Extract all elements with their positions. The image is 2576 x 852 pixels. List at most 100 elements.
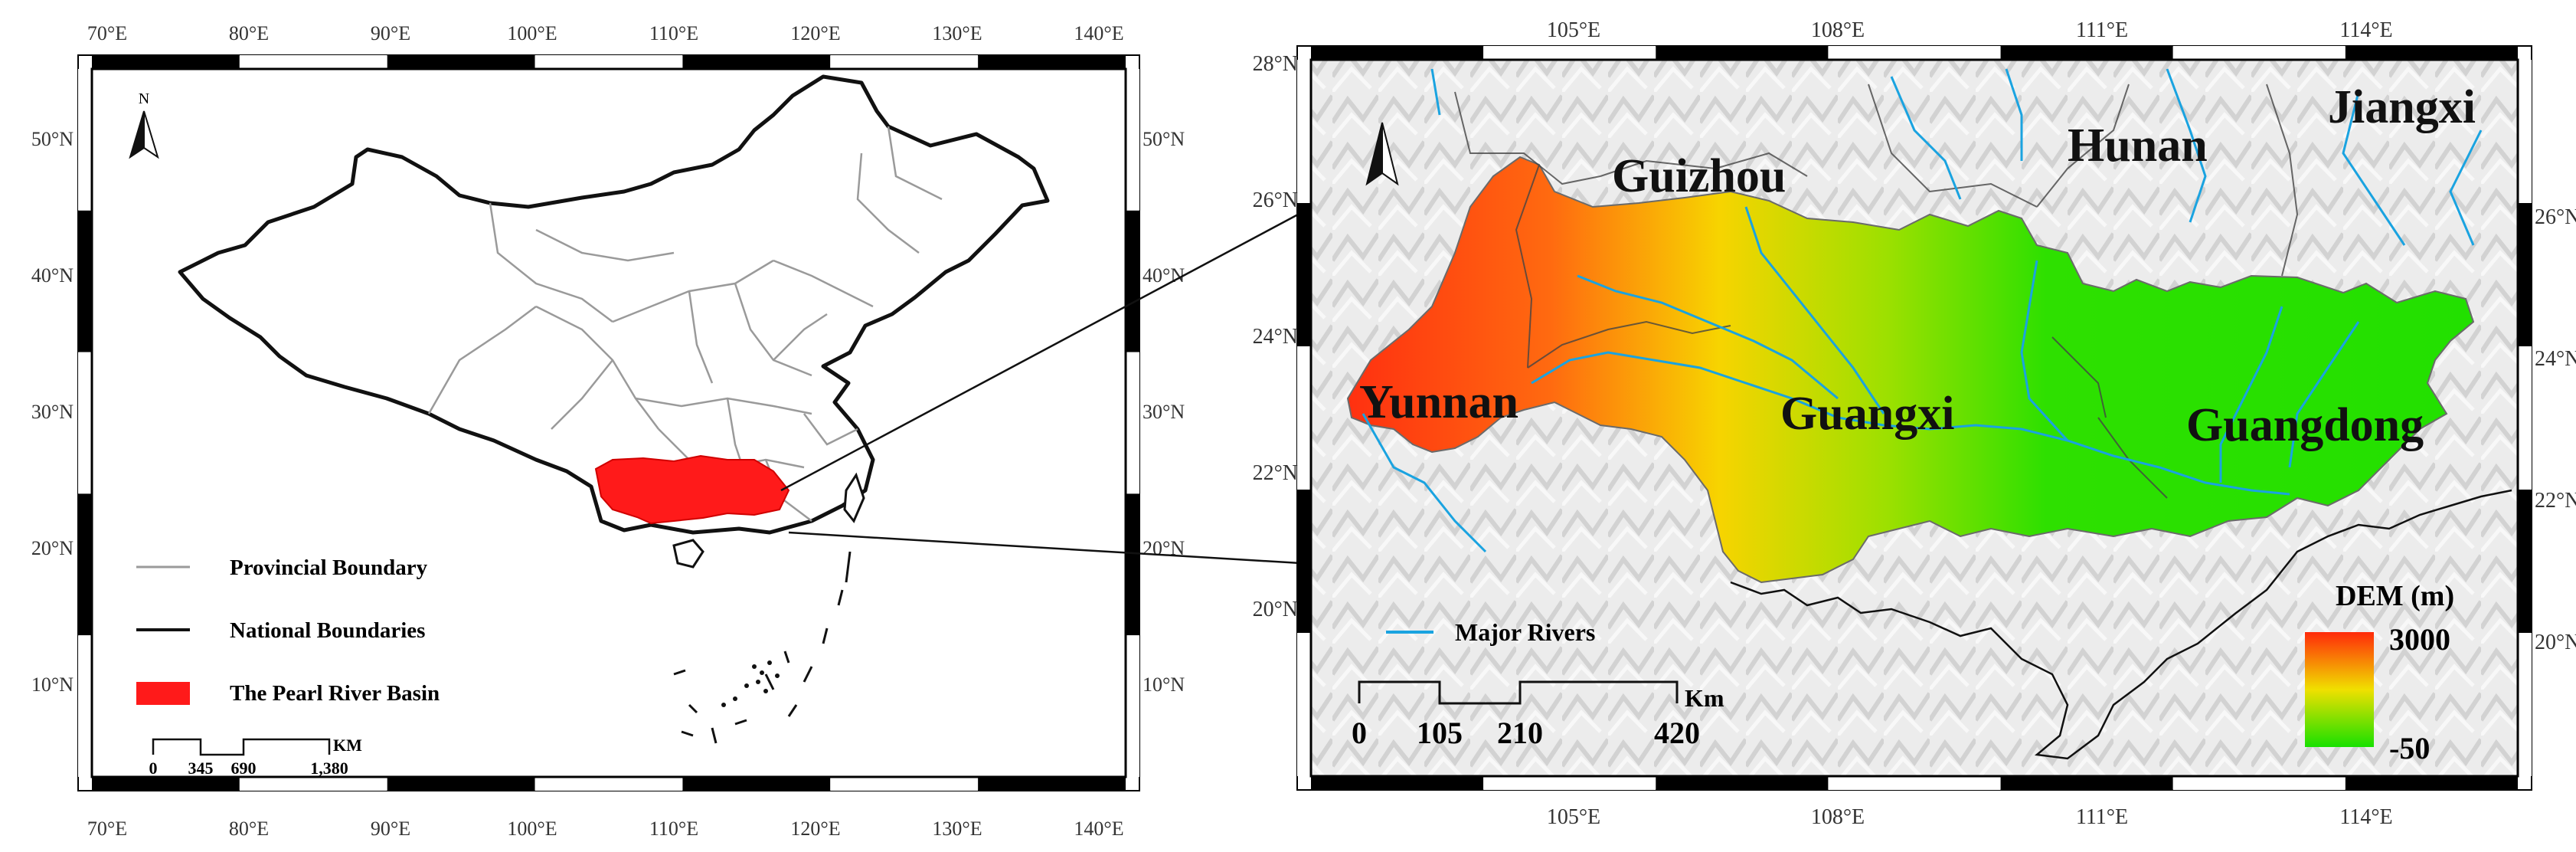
right-lat-label-2: 30°N: [1143, 401, 1185, 423]
frame-segment: [1656, 776, 1829, 790]
right-top-lon-label-1: 108°E: [1811, 18, 1865, 42]
right-top-lon-label-0: 105°E: [1547, 18, 1600, 42]
right-map-left-lat-label-4: 20°N: [1253, 598, 1298, 621]
frame-segment: [387, 55, 535, 69]
hainan-island: [672, 539, 704, 569]
frame-segment: [78, 493, 92, 636]
right-bottom-lon-label-2: 111°E: [2076, 805, 2128, 829]
right-map-right-lat-label-1: 24°N: [2535, 347, 2576, 371]
left-top-lon-label-3: 100°E: [507, 22, 557, 44]
right-bottom-lon-label-1: 108°E: [1811, 805, 1865, 829]
left-bottom-lon-label-5: 120°E: [790, 818, 840, 840]
frame-segment: [78, 352, 92, 494]
region-label-guangxi: Guangxi: [1780, 388, 1954, 440]
basin-dem-area: [1346, 156, 2475, 584]
legend-basin-swatch: [136, 682, 190, 705]
right-map-left-lat-label-2: 24°N: [1253, 325, 1298, 349]
frame-segment: [1297, 60, 1311, 203]
frame-segment: [2345, 46, 2518, 60]
left-scale-tick-3: 1,380: [310, 759, 348, 778]
frame-segment: [534, 777, 683, 791]
frame-segment: [2518, 203, 2532, 346]
frame-segment: [92, 777, 240, 791]
frame-segment: [239, 777, 387, 791]
left-bottom-lon-label-2: 90°E: [371, 818, 410, 840]
frame-segment: [78, 69, 92, 211]
left-lat-label-0: 50°N: [31, 128, 74, 150]
north-arrow-label: N: [139, 90, 149, 107]
right-scale-tick-0: 0: [1352, 716, 1367, 750]
right-provincial-boundaries: [1454, 84, 2299, 499]
frame-segment: [1126, 69, 1139, 211]
dem-legend-max: 3000: [2389, 622, 2450, 657]
right-top-lon-label-3: 114°E: [2339, 18, 2392, 42]
left-scale-unit: KM: [333, 736, 362, 755]
right-scale-tick-3: 420: [1654, 716, 1700, 750]
frame-segment: [534, 55, 683, 69]
dem-legend: DEM (m) 3000 -50: [2305, 580, 2454, 765]
frame-segment: [1828, 46, 2001, 60]
left-legend: Provincial Boundary National Boundaries …: [136, 555, 440, 706]
frame-segment: [1656, 46, 1829, 60]
right-map-left-lat-label-0: 28°N: [1253, 52, 1298, 76]
frame-segment: [1483, 776, 1656, 790]
right-lat-label-1: 40°N: [1143, 264, 1185, 287]
left-top-lon-label-0: 70°E: [87, 22, 127, 44]
frame-segment: [2345, 776, 2518, 790]
frame-segment: [1311, 776, 1484, 790]
coastline: [1730, 489, 2512, 760]
right-map-inner-frame: [1309, 58, 2519, 778]
left-bottom-lon-label-0: 70°E: [87, 818, 127, 840]
left-lat-label-4: 10°N: [31, 673, 74, 696]
left-bottom-lon-label-6: 130°E: [932, 818, 982, 840]
frame-segment: [1297, 346, 1311, 490]
frame-segment: [92, 55, 240, 69]
legend-national-label: National Boundaries: [230, 618, 425, 643]
left-bottom-lon-label-4: 110°E: [649, 818, 698, 840]
left-scale-tick-0: 0: [149, 759, 158, 778]
frame-segment: [682, 777, 831, 791]
left-top-lon-label-6: 130°E: [932, 22, 982, 44]
right-lat-label-0: 50°N: [1143, 128, 1185, 150]
frame-segment: [2000, 46, 2173, 60]
right-north-arrow: [1365, 122, 1399, 186]
china-national-boundary: [178, 74, 1050, 535]
right-map-right-lat-label-3: 20°N: [2535, 631, 2576, 654]
right-scale-unit: Km: [1685, 684, 1724, 712]
frame-segment: [2518, 633, 2532, 776]
frame-segment: [978, 55, 1126, 69]
frame-segment: [830, 55, 979, 69]
right-map-right-lat-label-0: 26°N: [2535, 205, 2576, 229]
left-lat-label-2: 30°N: [31, 401, 74, 423]
frame-segment: [1297, 633, 1311, 776]
frame-segment: [1828, 776, 2001, 790]
dem-legend-min: -50: [2389, 731, 2430, 765]
region-label-guangdong: Guangdong: [2186, 399, 2424, 451]
region-label-hunan: Hunan: [2068, 120, 2208, 172]
frame-segment: [1126, 635, 1139, 777]
left-top-lon-label-4: 110°E: [649, 22, 698, 44]
left-top-lon-label-2: 90°E: [371, 22, 410, 44]
right-map-left-lat-label-3: 22°N: [1253, 461, 1298, 485]
frame-segment: [2000, 776, 2173, 790]
frame-segment: [239, 55, 387, 69]
region-labels: Guizhou Hunan Jiangxi Yunnan Guangxi Gua…: [1359, 81, 2476, 451]
right-top-lon-label-2: 111°E: [2076, 18, 2128, 42]
frame-segment: [78, 210, 92, 352]
left-bottom-lon-label-7: 140°E: [1074, 818, 1123, 840]
left-top-lon-label-5: 120°E: [790, 22, 840, 44]
left-north-arrow: N: [129, 90, 159, 159]
legend-provincial-label: Provincial Boundary: [230, 555, 428, 580]
left-bottom-lon-label-1: 80°E: [229, 818, 269, 840]
right-scale-tick-2: 210: [1497, 716, 1543, 750]
left-top-lon-label-1: 80°E: [229, 22, 269, 44]
right-scale-bar: Km 0 105 210 420: [1352, 680, 1724, 750]
taiwan-island: [843, 472, 865, 523]
left-graticule-labels: 70°E 80°E 90°E 100°E 110°E 120°E 130°E 140°E 70°…: [31, 22, 1185, 840]
frame-segment: [682, 55, 831, 69]
right-graticule-labels: 105°E 108°E 111°E 114°E 105°E 108°E 111°E 114°E…: [1253, 18, 2576, 829]
left-scale-bar: KM 0 345 690 1,380: [149, 736, 363, 778]
right-map-left-lat-label-1: 26°N: [1253, 188, 1298, 212]
frame-segment: [1311, 46, 1484, 60]
